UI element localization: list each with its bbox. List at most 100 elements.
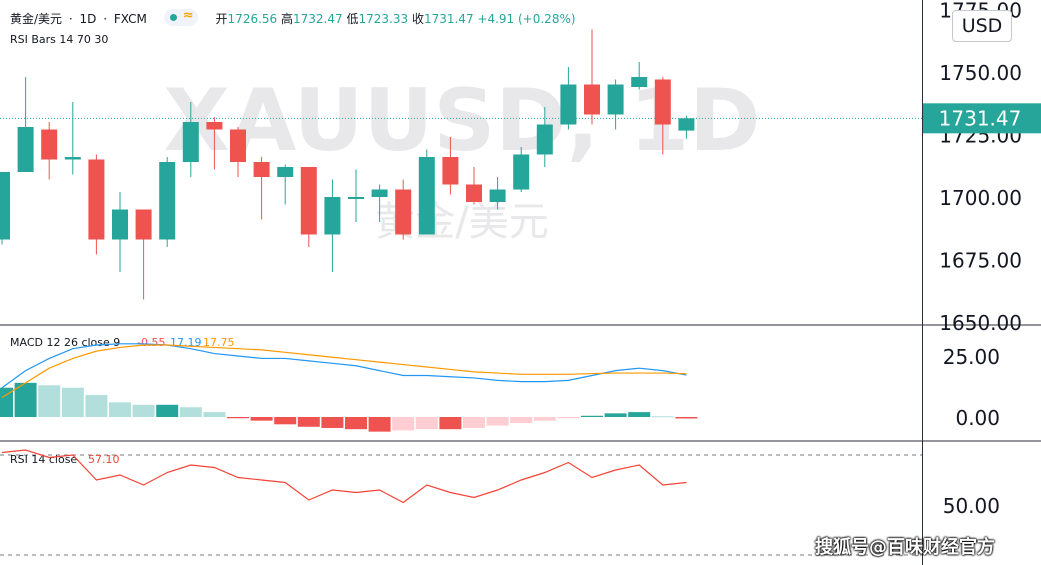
interval-label[interactable]: 1D (79, 12, 97, 26)
candle (112, 192, 128, 272)
candle (206, 117, 223, 170)
candle-body (206, 122, 223, 130)
candle (17, 77, 34, 172)
candle-body (0, 172, 10, 240)
candle-body (607, 84, 624, 115)
candle-body (371, 189, 388, 197)
macd-histogram-bar (486, 417, 509, 426)
candle-body (112, 209, 128, 240)
candle-body (135, 209, 152, 240)
macd-histogram-bar (109, 402, 131, 417)
candle-body (348, 197, 364, 199)
candle-body (17, 127, 34, 172)
candle-body (489, 189, 506, 202)
rsi-title: RSI 14 close (10, 453, 77, 466)
candle (324, 179, 341, 272)
close-value: 1731.47 (423, 12, 474, 26)
open-value: 1726.56 (227, 12, 278, 26)
high-value: 1732.47 (293, 12, 343, 26)
macd-histogram-bar (321, 417, 344, 428)
low-value: 1723.33 (358, 12, 409, 26)
candle-body (182, 122, 199, 162)
candle (253, 157, 270, 220)
macd-histogram-bar (439, 417, 462, 430)
candle-body (584, 84, 600, 115)
candle-body (395, 189, 412, 235)
candle-body (560, 84, 577, 125)
candle (159, 157, 176, 247)
candle (348, 169, 364, 222)
macd-histogram-bar (581, 415, 603, 417)
macd-signal-line (1, 344, 687, 398)
candle (654, 77, 671, 155)
market-status-toggle[interactable]: ≈ (163, 8, 198, 26)
macd-histogram-bar (61, 387, 84, 417)
macd-axis-label: 0.00 (955, 406, 1000, 430)
macd-histogram-bar (675, 417, 698, 419)
candle-body (277, 167, 294, 177)
macd-histogram-bar (297, 417, 320, 427)
candle-body (41, 129, 58, 160)
candle-body (418, 157, 435, 235)
macd-histogram-bar (557, 417, 580, 419)
currency-badge[interactable]: USD (952, 10, 1012, 42)
candle (182, 102, 199, 177)
candle (418, 149, 435, 235)
macd-histogram-bar (179, 407, 202, 417)
candle (135, 209, 152, 300)
last-price-tag (923, 103, 1041, 134)
candle-body (64, 157, 81, 160)
high-label: 高 (281, 12, 294, 26)
macd-histogram-bar (651, 416, 674, 418)
macd-histogram-bar (85, 395, 108, 417)
candle (300, 167, 317, 247)
candle-body (253, 162, 270, 177)
macd-histogram-bar (132, 404, 155, 417)
macd-line (1, 343, 687, 389)
candle (560, 67, 577, 130)
macd-histogram-bar (250, 417, 273, 421)
close-label: 收 (411, 12, 424, 26)
candle (678, 115, 695, 139)
candle (41, 122, 58, 180)
macd-histogram-bar (38, 385, 61, 417)
price-axis-label: 1750.00 (939, 61, 1022, 85)
candle (0, 172, 10, 245)
macd-hist-value: -0.55 (137, 336, 165, 349)
candle-body (631, 77, 648, 87)
candle-body (230, 129, 246, 162)
candle (395, 179, 412, 240)
candle-body (442, 157, 459, 185)
chart-header: 黄金/美元 · 1D · FXCM ≈ 开1726.56 高1732.47 低1… (10, 8, 576, 26)
symbol-name[interactable]: 黄金/美元 (10, 12, 63, 26)
macd-histogram-bar (628, 412, 651, 417)
candle (442, 137, 459, 195)
candle-body (324, 197, 341, 235)
footer-watermark: 搜狐号@百味财经官方 (815, 537, 995, 558)
macd-histogram-bar (392, 417, 415, 431)
candle-body (300, 167, 317, 235)
rsi-value: 57.10 (88, 453, 120, 466)
macd-histogram-bar (604, 413, 627, 417)
market-open-dot-icon (169, 14, 177, 21)
macd-histogram-bar (463, 417, 485, 428)
candle (466, 167, 482, 205)
candle-body (678, 118, 695, 131)
candle (584, 29, 600, 125)
ohlc-values: 开1726.56 高1732.47 低1723.33 收1731.47 +4.9… (216, 12, 576, 26)
rsi-axis-label: 50.00 (943, 494, 1000, 518)
candle-body (88, 159, 105, 240)
candle (88, 154, 105, 255)
indicator-label[interactable]: RSI Bars 14 70 30 (10, 33, 109, 46)
candle-body (536, 124, 553, 155)
macd-histogram-bar (368, 417, 391, 432)
candle (64, 102, 81, 175)
macd-axis-label: 25.00 (943, 345, 1000, 369)
macd-histogram-bar (156, 404, 179, 417)
macd-histogram-bar (203, 412, 226, 417)
macd-histogram-bar (345, 417, 367, 430)
candle-body (159, 162, 176, 240)
rsi-line (1, 449, 687, 504)
candle-body (513, 154, 530, 190)
